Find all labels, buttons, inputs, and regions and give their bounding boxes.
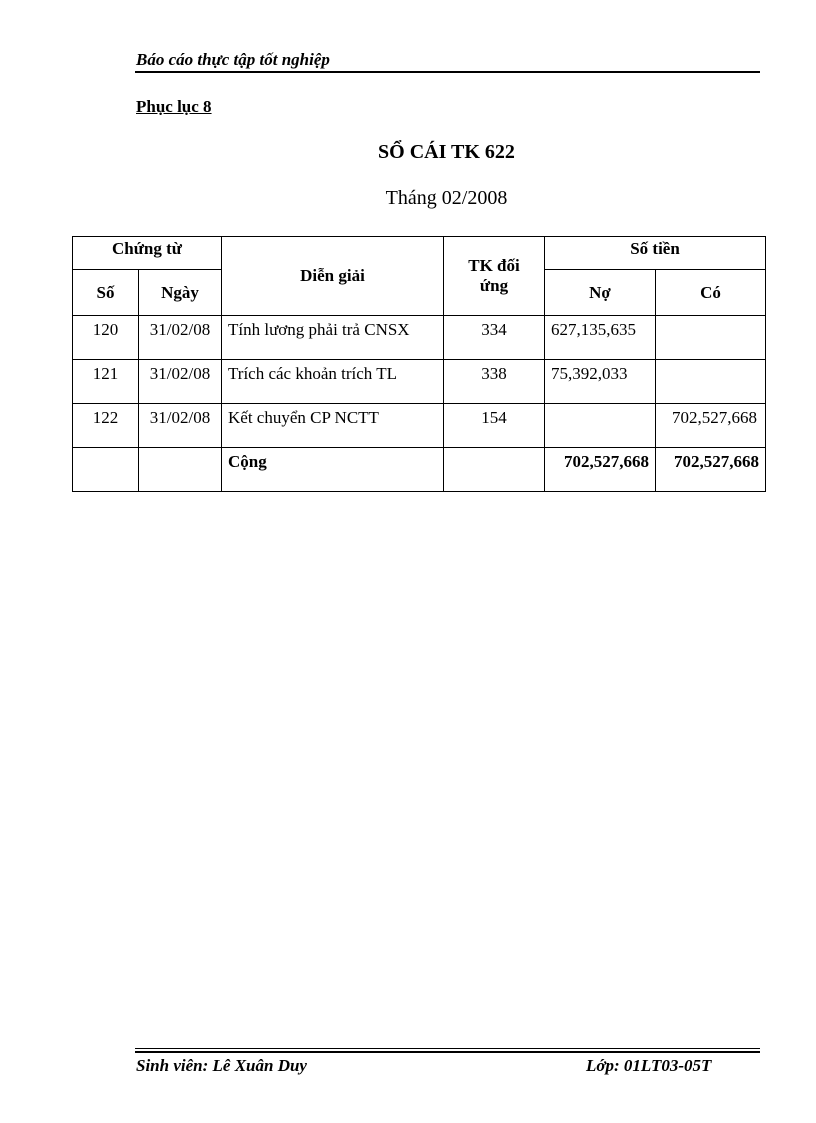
total-label: Cộng — [221, 447, 444, 492]
class-code: Lớp: 01LT03-05T — [586, 1056, 712, 1075]
header-voucher: Chứng từ — [72, 236, 222, 270]
cell-debit: 75,392,033 — [544, 359, 656, 404]
cell-empty — [72, 447, 139, 492]
header-account: TK đối ứng — [443, 236, 545, 316]
cell-debit: 627,135,635 — [544, 315, 656, 360]
header-rule — [135, 71, 760, 73]
cell-date: 31/02/08 — [138, 315, 222, 360]
document-subtitle: Tháng 02/2008 — [385, 187, 508, 209]
footer-rule — [135, 1048, 760, 1049]
cell-credit: 702,527,668 — [655, 403, 766, 448]
cell-empty — [138, 447, 222, 492]
cell-description: Kết chuyển CP NCTT — [221, 403, 444, 448]
cell-debit — [544, 403, 656, 448]
cell-number: 122 — [72, 403, 139, 448]
cell-number: 120 — [72, 315, 139, 360]
cell-description: Trích các khoản trích TL — [221, 359, 444, 404]
cell-account: 154 — [443, 403, 545, 448]
report-header: Báo cáo thực tập tốt nghiệp — [136, 50, 330, 69]
cell-account: 338 — [443, 359, 545, 404]
cell-date: 31/02/08 — [138, 359, 222, 404]
table-row: 122 31/02/08 Kết chuyển CP NCTT 154 702,… — [72, 403, 766, 448]
appendix-label: Phục lục 8 — [136, 97, 212, 116]
cell-number: 121 — [72, 359, 139, 404]
header-credit: Có — [655, 269, 766, 316]
cell-description: Tính lương phải trả CNSX — [221, 315, 444, 360]
table-row: 120 31/02/08 Tính lương phải trả CNSX 33… — [72, 315, 766, 360]
header-number: Số — [72, 269, 139, 316]
footer-rule — [135, 1051, 760, 1053]
cell-empty — [443, 447, 545, 492]
cell-account: 334 — [443, 315, 545, 360]
ledger-table: Chứng từ Diễn giải TK đối ứng Số tiền Số… — [72, 236, 766, 492]
document-title: SỔ CÁI TK 622 — [378, 141, 515, 163]
header-debit: Nợ — [544, 269, 656, 316]
total-debit: 702,527,668 — [544, 447, 656, 492]
cell-credit — [655, 359, 766, 404]
cell-date: 31/02/08 — [138, 403, 222, 448]
header-amount: Số tiền — [544, 236, 766, 270]
student-name: Sinh viên: Lê Xuân Duy — [136, 1056, 307, 1075]
table-row: 121 31/02/08 Trích các khoản trích TL 33… — [72, 359, 766, 404]
cell-credit — [655, 315, 766, 360]
header-date: Ngày — [138, 269, 222, 316]
header-description: Diễn giải — [221, 236, 444, 316]
total-credit: 702,527,668 — [655, 447, 766, 492]
total-row: Cộng 702,527,668 702,527,668 — [72, 447, 766, 492]
